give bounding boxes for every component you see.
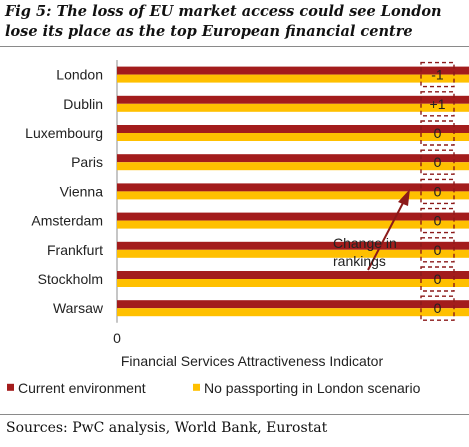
- rank-change-amsterdam: 0: [434, 213, 442, 229]
- rank-change-box-luxembourg: [420, 120, 455, 146]
- category-label-warsaw: Warsaw: [53, 300, 104, 316]
- category-label-luxembourg: Luxembourg: [25, 125, 103, 141]
- rank-change-frankfurt: 0: [434, 242, 442, 258]
- legend-swatch-no-passporting: [193, 383, 200, 391]
- rank-change-box-frankfurt: [420, 237, 455, 263]
- bar-no-passporting-luxembourg: [117, 133, 469, 141]
- x-axis-title: Financial Services Attractiveness Indica…: [121, 353, 384, 369]
- rank-change-luxembourg: 0: [434, 125, 442, 141]
- category-label-paris: Paris: [71, 154, 103, 170]
- rank-change-box-london: [420, 61, 455, 88]
- source-note: Sources: PwC analysis, World Bank, Euros…: [6, 420, 328, 436]
- bar-current-london: [117, 66, 469, 75]
- bar-current-stockholm: [117, 271, 469, 279]
- bar-current-amsterdam: [117, 212, 469, 221]
- rank-change-box-warsaw: [420, 295, 455, 321]
- bar-no-passporting-frankfurt: [117, 249, 469, 258]
- annotation-line-1: Change in: [333, 235, 397, 251]
- bar-current-frankfurt: [117, 241, 469, 250]
- legend-label-no-passporting: No passporting in London scenario: [204, 380, 421, 396]
- annotation-arrow-head: [398, 189, 410, 206]
- category-label-frankfurt: Frankfurt: [47, 242, 103, 258]
- bar-no-passporting-london: [117, 74, 469, 83]
- rank-change-box-dublin: [420, 91, 455, 117]
- bar-no-passporting-amsterdam: [117, 220, 469, 229]
- legend-label-current: Current environment: [18, 380, 146, 396]
- annotation-line-2: rankings: [333, 253, 386, 269]
- bar-chart: London -1 Dublin +1 Luxembourg 0 Paris 0 Vienna 0…: [7, 60, 469, 396]
- bar-no-passporting-warsaw: [117, 308, 469, 317]
- rank-change-box-paris: [420, 149, 455, 175]
- rank-change-paris: 0: [434, 154, 442, 170]
- category-label-amsterdam: Amsterdam: [31, 213, 103, 229]
- legend-swatch-current: [7, 383, 14, 391]
- rank-change-warsaw: 0: [434, 300, 442, 316]
- category-label-london: London: [56, 67, 103, 83]
- title-divider: [0, 46, 469, 47]
- rank-change-london: -1: [431, 67, 444, 83]
- source-divider: [0, 414, 469, 415]
- bar-current-dublin: [117, 95, 469, 104]
- bar-no-passporting-vienna: [117, 191, 469, 200]
- bar-current-vienna: [117, 183, 469, 192]
- bar-current-paris: [117, 154, 469, 163]
- bar-current-warsaw: [117, 300, 469, 309]
- rank-change-vienna: 0: [434, 183, 442, 199]
- rank-change-stockholm: 0: [434, 271, 442, 287]
- bar-no-passporting-dublin: [117, 103, 469, 112]
- rank-change-box-vienna: [420, 178, 455, 205]
- category-label-stockholm: Stockholm: [38, 271, 103, 287]
- x-tick-0: 0: [113, 330, 121, 346]
- rank-change-box-stockholm: [420, 266, 455, 292]
- rank-change-box-amsterdam: [420, 207, 455, 234]
- bar-no-passporting-paris: [117, 162, 469, 171]
- chart-title: Fig 5: The loss of EU market access coul…: [5, 3, 442, 40]
- category-label-dublin: Dublin: [63, 96, 103, 112]
- annotation-arrow-line: [367, 200, 405, 271]
- rank-change-dublin: +1: [430, 96, 446, 112]
- category-label-vienna: Vienna: [60, 183, 104, 199]
- bar-current-luxembourg: [117, 125, 469, 133]
- bar-no-passporting-stockholm: [117, 279, 469, 287]
